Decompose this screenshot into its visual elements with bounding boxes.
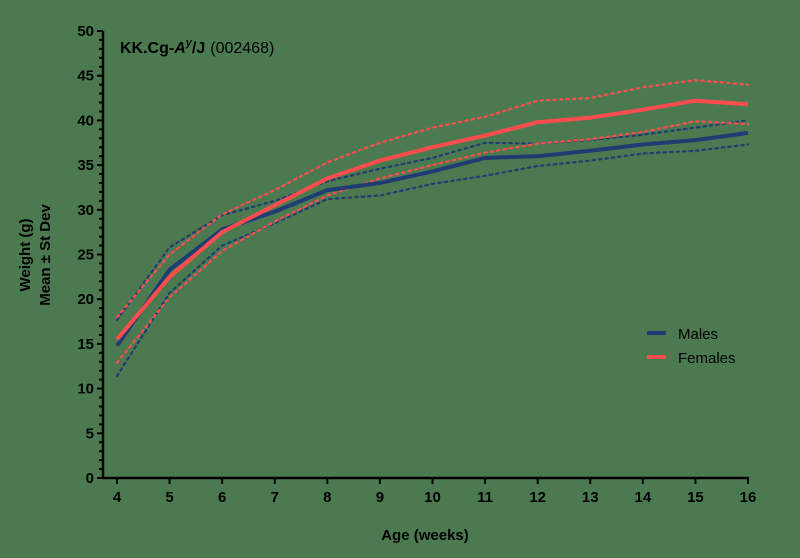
y-tick-label: 10 bbox=[77, 381, 94, 398]
females-upper-sd-line bbox=[115, 79, 750, 319]
females-mean-line bbox=[115, 98, 749, 341]
x-tick-label: 5 bbox=[165, 489, 173, 506]
y-tick-label: 50 bbox=[77, 23, 94, 40]
x-tick-label: 13 bbox=[582, 489, 599, 506]
y-tick-label: 5 bbox=[86, 425, 94, 442]
x-tick-label: 6 bbox=[218, 489, 226, 506]
plot-area bbox=[115, 79, 750, 378]
legend: Males Females bbox=[647, 326, 736, 367]
y-tick-label: 0 bbox=[86, 470, 94, 487]
x-tick-label: 4 bbox=[113, 489, 122, 506]
x-tick-label: 16 bbox=[740, 489, 757, 506]
y-tick-label: 30 bbox=[77, 202, 94, 219]
x-tick-label: 14 bbox=[634, 489, 651, 506]
x-tick-label: 10 bbox=[424, 489, 441, 506]
y-tick-label: 40 bbox=[77, 112, 94, 129]
legend-label-females: Females bbox=[678, 350, 736, 367]
males-upper-sd-line bbox=[115, 119, 750, 321]
x-tick-label: 12 bbox=[529, 489, 546, 506]
x-tick-label: 9 bbox=[376, 489, 384, 506]
x-axis: 4 5 6 7 8 9 10 11 12 13 14 15 16 bbox=[102, 476, 757, 506]
x-tick-label: 15 bbox=[687, 489, 704, 506]
legend-label-males: Males bbox=[678, 326, 718, 343]
y-tick-label: 20 bbox=[77, 291, 94, 308]
females-lower-sd-line bbox=[115, 120, 750, 364]
x-axis-title: Age (weeks) bbox=[381, 527, 469, 544]
y-axis: 0 5 10 15 20 25 30 35 40 45 50 bbox=[77, 23, 105, 487]
legend-item-females: Females bbox=[647, 350, 736, 367]
males-lower-sd-line bbox=[115, 143, 750, 378]
x-tick-label: 7 bbox=[271, 489, 279, 506]
x-tick-label: 11 bbox=[477, 489, 493, 506]
y-axis-subtitle: Mean ± St Dev bbox=[37, 204, 54, 306]
y-tick-label: 25 bbox=[77, 247, 94, 264]
chart-title: KK.Cg-Ay/J (002468) bbox=[120, 37, 274, 57]
y-tick-label: 45 bbox=[77, 68, 94, 85]
y-tick-label: 35 bbox=[77, 157, 94, 174]
x-tick-label: 8 bbox=[323, 489, 331, 506]
males-mean-line bbox=[115, 130, 749, 347]
y-axis-title: Weight (g) bbox=[17, 218, 34, 291]
legend-item-males: Males bbox=[647, 326, 718, 343]
y-tick-label: 15 bbox=[77, 336, 94, 353]
